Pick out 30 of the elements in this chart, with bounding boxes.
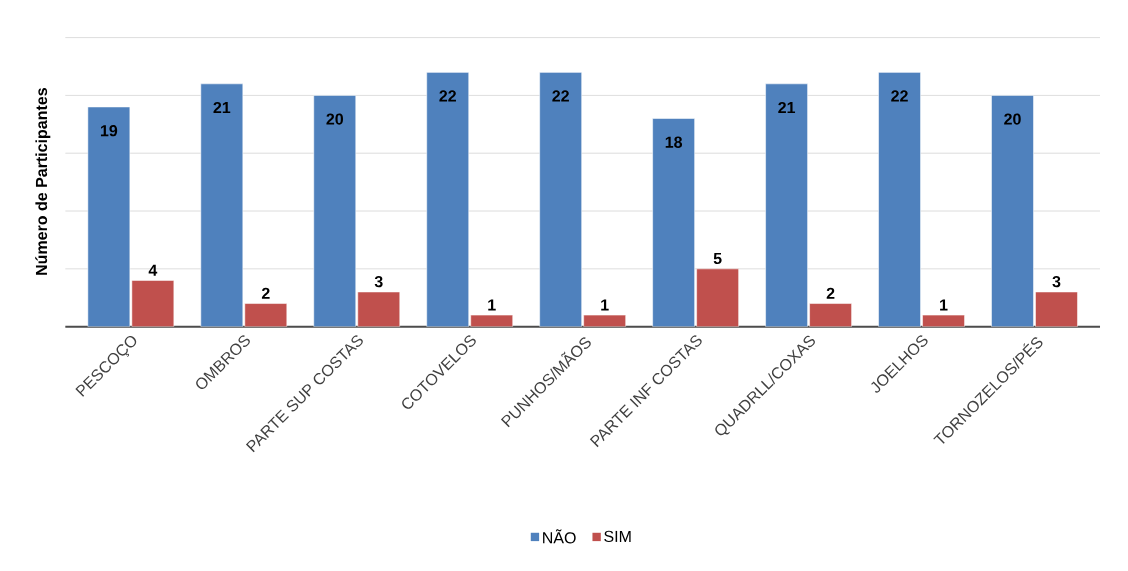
bar — [426, 72, 469, 327]
data-label: 3 — [1052, 276, 1061, 288]
legend-label: NÃO — [543, 529, 576, 544]
data-label: 22 — [439, 90, 456, 102]
data-label: 19 — [100, 125, 118, 137]
data-label: 4 — [148, 264, 158, 276]
bar — [539, 72, 582, 327]
bar — [87, 106, 131, 327]
y-axis-title: Número de Participantes — [35, 88, 51, 276]
data-label: 20 — [1004, 113, 1021, 125]
bar — [652, 118, 695, 327]
data-label: 1 — [601, 299, 609, 311]
data-label: 22 — [891, 90, 908, 102]
data-label: 5 — [713, 253, 722, 265]
data-label: 21 — [213, 102, 231, 114]
data-label: 1 — [940, 299, 948, 311]
bar — [991, 95, 1034, 327]
data-label: 2 — [826, 287, 835, 299]
bar — [765, 83, 808, 327]
data-label: 21 — [778, 102, 796, 114]
data-label: 1 — [488, 299, 496, 311]
bar — [313, 95, 357, 327]
data-label: 2 — [261, 287, 270, 299]
data-label: 18 — [665, 136, 683, 149]
bar — [200, 83, 244, 327]
bar — [878, 72, 921, 327]
data-label: 3 — [374, 276, 383, 288]
data-label: 20 — [326, 113, 343, 125]
legend-label: SIM — [604, 530, 631, 543]
data-label: 22 — [552, 90, 569, 102]
